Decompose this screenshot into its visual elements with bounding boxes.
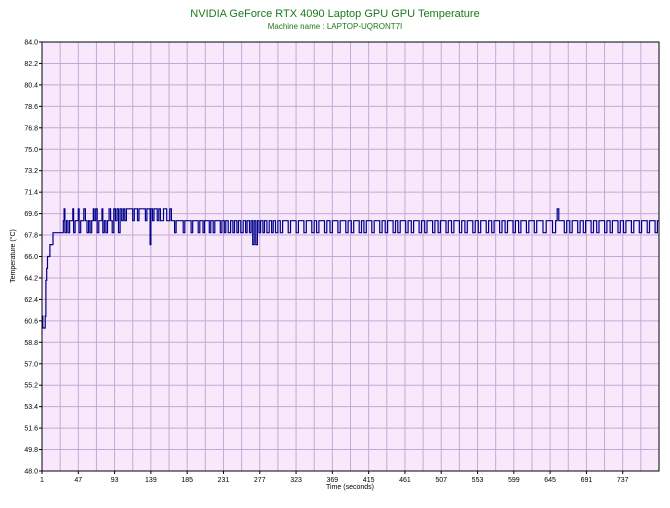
y-tick-label: 51.6: [24, 426, 38, 433]
y-tick-label: 75.0: [24, 147, 38, 154]
y-tick-label: 53.4: [24, 404, 38, 411]
x-tick-label: 231: [218, 477, 230, 484]
chart-subtitle: Machine name : LAPTOP-UQRONT7I: [268, 22, 403, 31]
y-axis-ticks: 48.0 49.8 51.6 53.4 55.2 57.0 58.8 60.6 62.4 64.2…: [24, 40, 42, 476]
y-tick-label: 69.6: [24, 211, 38, 218]
y-tick-label: 78.6: [24, 104, 38, 111]
x-tick-label: 645: [544, 477, 556, 484]
y-tick-label: 48.0: [24, 469, 38, 476]
y-tick-label: 71.4: [24, 190, 38, 197]
grid-layer: [42, 42, 659, 471]
y-tick-label: 62.4: [24, 297, 38, 304]
x-tick-label: 93: [111, 477, 119, 484]
series-layer: [42, 208, 659, 329]
y-axis-label: Temperature (°C): [9, 229, 17, 283]
x-axis-ticks: 1 47 93 139 185 231 277 323 369 415 461 507 553 599 64…: [40, 471, 629, 484]
x-tick-label: 47: [74, 477, 82, 484]
y-tick-label: 67.8: [24, 233, 38, 240]
chart-title: NVIDIA GeForce RTX 4090 Laptop GPU GPU T…: [190, 8, 479, 20]
x-tick-label: 1: [40, 477, 44, 484]
y-tick-label: 66.0: [24, 254, 38, 261]
y-tick-label: 58.8: [24, 340, 38, 347]
x-tick-label: 737: [617, 477, 629, 484]
x-axis-label: Time (seconds): [326, 484, 374, 491]
y-tick-label: 60.6: [24, 318, 38, 325]
x-tick-label: 691: [581, 477, 593, 484]
y-tick-label: 82.2: [24, 61, 38, 68]
x-tick-label: 277: [254, 477, 266, 484]
x-tick-label: 415: [363, 477, 375, 484]
x-tick-label: 599: [508, 477, 520, 484]
y-tick-label: 73.2: [24, 168, 38, 175]
y-tick-label: 57.0: [24, 361, 38, 368]
y-tick-label: 76.8: [24, 125, 38, 132]
y-tick-label: 80.4: [24, 82, 38, 89]
y-tick-label: 84.0: [24, 40, 38, 47]
y-tick-label: 55.2: [24, 383, 38, 390]
x-tick-label: 323: [290, 477, 302, 484]
x-tick-label: 185: [181, 477, 193, 484]
plot-border: [41, 41, 660, 472]
temperature-series-line: [42, 208, 659, 329]
x-tick-label: 139: [145, 477, 157, 484]
x-tick-label: 369: [327, 477, 339, 484]
y-tick-label: 64.2: [24, 275, 38, 282]
x-tick-label: 507: [435, 477, 447, 484]
y-tick-label: 49.8: [24, 447, 38, 454]
x-tick-label: 553: [472, 477, 484, 484]
x-tick-label: 461: [399, 477, 411, 484]
